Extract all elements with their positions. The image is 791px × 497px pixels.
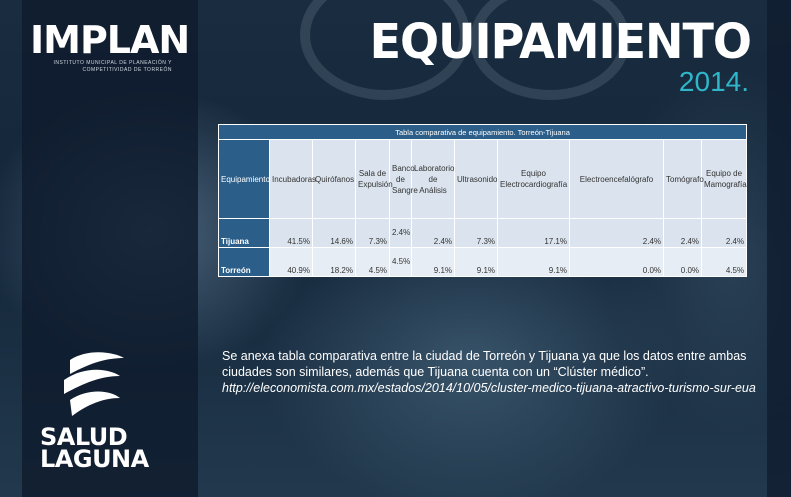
table-cell: 17.1%: [497, 218, 570, 248]
right-strip: [767, 0, 791, 497]
table-cell: 2.4%: [411, 218, 455, 248]
salud-word: SALUD: [40, 423, 128, 451]
table-cell: 0.0%: [569, 247, 664, 277]
description-paragraph: Se anexa tabla comparativa entre la ciud…: [222, 348, 762, 396]
table-cell: 2.4%: [700, 218, 748, 248]
table-cell: 4.5%: [355, 247, 390, 277]
salud-laguna-logo: SALUD LAGUNA: [40, 423, 170, 473]
column-header: Ultrasonido: [454, 139, 498, 219]
table-cell: 4.5%: [700, 247, 748, 277]
salud-laguna-emblem-icon: [64, 352, 124, 416]
table-cell: 41.5%: [269, 218, 313, 248]
comparison-table: Tabla comparativa de equipamiento. Torre…: [217, 124, 748, 277]
table-cell: 7.3%: [355, 218, 390, 248]
column-header: Incubadoras: [269, 139, 316, 219]
column-header: Sala de Expulsión: [355, 139, 393, 219]
table-cell: 2.4%: [663, 218, 702, 248]
column-header: Quirófanos: [312, 139, 356, 219]
table-cell: 4.5%: [389, 247, 412, 277]
page-title: EQUIPAMIENTO: [369, 12, 752, 70]
column-header: Tomógrafo: [663, 139, 704, 219]
page-year: 2014.: [678, 66, 749, 97]
row-city: Torreón: [218, 247, 270, 277]
table-cell: 0.0%: [663, 247, 702, 277]
implan-subtitle: INSTITUTO MUNICIPAL DE PLANEACIÓN Y COMP…: [53, 60, 172, 73]
table-cell: 9.1%: [411, 247, 455, 277]
table-cell: 18.2%: [312, 247, 356, 277]
table-cell: 7.3%: [454, 218, 498, 248]
table-cell: 14.6%: [312, 218, 356, 248]
table-cell: 9.1%: [454, 247, 498, 277]
row-city: Tijuana: [218, 218, 270, 248]
laguna-word: LAGUNA: [40, 445, 149, 473]
column-header: Equipo de Mamografía: [700, 139, 748, 219]
table-caption: Tabla comparativa de equipamiento. Torre…: [217, 124, 748, 140]
column-header: Laboratorio de Análisis: [411, 139, 455, 219]
table-row: Tijuana 41.5% 14.6% 7.3% 2.4% 2.4% 7.3% …: [218, 218, 748, 248]
column-header: Equipamiento: [218, 139, 270, 219]
table-cell: 2.4%: [569, 218, 664, 248]
source-link[interactable]: http://eleconomista.com.mx/estados/2014/…: [222, 381, 756, 395]
table-cell: 2.4%: [389, 218, 412, 248]
implan-logo: IMPLAN: [30, 18, 190, 62]
column-header: Equipo Electrocardiografía: [497, 139, 570, 219]
column-header: Electroencefalógrafo: [569, 139, 664, 219]
left-band: [22, 0, 198, 497]
column-header: Banco de Sangre: [389, 139, 418, 219]
table-cell: 9.1%: [497, 247, 570, 277]
description-text: Se anexa tabla comparativa entre la ciud…: [222, 349, 747, 379]
table-row: Torreón 40.9% 18.2% 4.5% 4.5% 9.1% 9.1% …: [218, 247, 748, 277]
table-cell: 40.9%: [269, 247, 313, 277]
